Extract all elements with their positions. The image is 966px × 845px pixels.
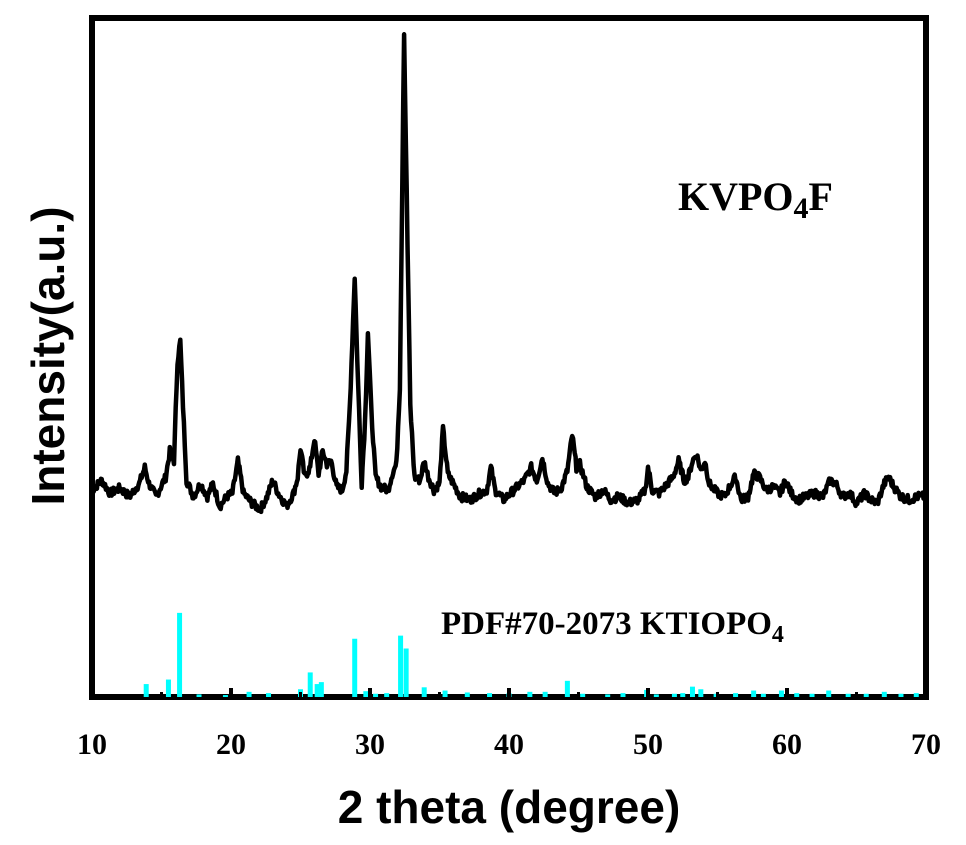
x-tick-label: 60 bbox=[772, 728, 802, 761]
x-tick-label: 40 bbox=[494, 728, 524, 761]
x-tick-label: 50 bbox=[633, 728, 663, 761]
reference-label-main: PDF#70-2073 KTIOPO bbox=[441, 606, 772, 642]
sample-label: KVPO4F bbox=[678, 174, 833, 225]
x-axis-title: 2 theta (degree) bbox=[338, 781, 681, 833]
plot-area-frame bbox=[89, 15, 929, 700]
x-tick-label: 10 bbox=[77, 728, 107, 761]
sample-label-tail: F bbox=[809, 174, 833, 219]
kvpo4f-pattern-line bbox=[90, 32, 929, 515]
reference-label-subscript: 4 bbox=[772, 622, 784, 648]
x-tick-label: 30 bbox=[355, 728, 385, 761]
x-tick-label: 20 bbox=[216, 728, 246, 761]
kvpo4f-pattern-series bbox=[90, 32, 929, 515]
y-axis-title: Intensity(a.u.) bbox=[22, 206, 74, 505]
x-tick-label: 70 bbox=[911, 728, 941, 761]
reference-pattern-series bbox=[143, 612, 919, 697]
x-axis-tick-labels: 10 20 30 40 50 60 70 bbox=[77, 728, 941, 761]
x-axis-ticks bbox=[90, 688, 928, 697]
sample-label-subscript: 4 bbox=[794, 192, 809, 225]
sample-label-main: KVPO bbox=[678, 174, 794, 219]
reference-label: PDF#70-2073 KTIOPO4 bbox=[441, 606, 784, 648]
